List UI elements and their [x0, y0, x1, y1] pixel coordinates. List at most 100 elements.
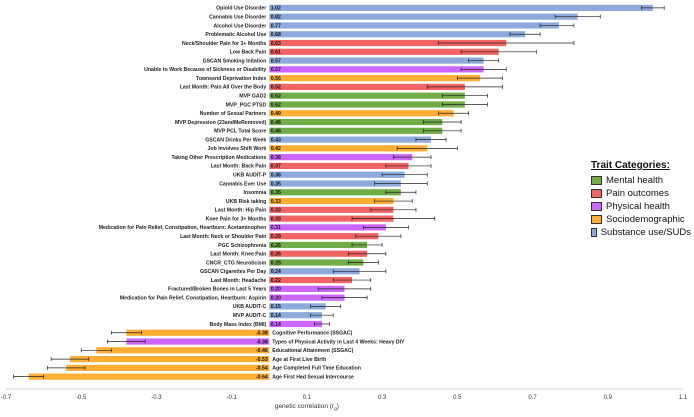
- bar: [269, 276, 353, 284]
- x-axis-title-tail: ): [337, 403, 339, 410]
- error-bar: [641, 5, 665, 10]
- error-bar: [438, 111, 469, 116]
- value-label: 0.52: [271, 85, 281, 91]
- x-tick-label: 0.1: [303, 395, 312, 401]
- value-label: 0.46: [271, 120, 281, 126]
- errorbar-layer: [13, 5, 665, 379]
- label-layer: Opioid Use Disorder 1.02 Cannabis Use Diso…: [99, 6, 405, 381]
- trait-label: Townsend Deprivation Index: [196, 76, 266, 82]
- value-label: 0.33: [271, 199, 281, 205]
- error-bar: [374, 181, 428, 186]
- bar: [269, 303, 326, 310]
- trait-label: Medication for Pain Relief, Constipation…: [120, 295, 267, 301]
- error-bar: [347, 251, 387, 256]
- trait-label: Unable to Work Because of Sickness or Di…: [144, 67, 266, 73]
- x-tick-label: -0.3: [151, 395, 162, 401]
- value-label: 0.42: [271, 146, 281, 152]
- bar: [269, 66, 484, 73]
- bars-layer: [28, 4, 653, 380]
- value-label: 0.56: [271, 76, 281, 82]
- trait-label: PGC Schizophrenia: [218, 243, 266, 249]
- error-bar: [310, 313, 334, 318]
- bar: [269, 162, 409, 170]
- bar: [269, 136, 432, 143]
- value-label: 0.52: [271, 93, 281, 99]
- trait-label: UKB AUDIT-P: [233, 173, 267, 179]
- legend-label: Mental health: [606, 175, 664, 186]
- value-label: 0.15: [271, 304, 281, 310]
- bar: [269, 312, 322, 319]
- bar: [28, 373, 270, 380]
- value-label: 0.57: [271, 67, 281, 73]
- error-bar: [385, 163, 432, 168]
- legend-label: Sociodemographic: [606, 214, 685, 225]
- trait-label: MVP_PGC PTSD: [226, 102, 267, 108]
- value-label: -0.54: [256, 366, 268, 372]
- value-label: 0.24: [271, 269, 281, 275]
- x-tick-label: -0.7: [1, 395, 12, 401]
- legend-label: Substance use/SUDs: [600, 227, 691, 238]
- value-label: -0.38: [256, 339, 268, 345]
- bar: [269, 22, 559, 29]
- value-label: 0.63: [271, 41, 281, 47]
- error-bar: [423, 120, 462, 125]
- bar: [269, 39, 507, 47]
- x-tick-label: 0.3: [378, 395, 387, 401]
- bar: [126, 338, 270, 345]
- value-label: 0.35: [271, 190, 281, 196]
- error-bar: [317, 286, 372, 291]
- error-bar: [310, 304, 342, 309]
- trait-label: MVP GAD2: [239, 93, 266, 99]
- trait-label: Job Involves Shift Work: [208, 146, 267, 152]
- trait-label: Taking Other Prescription Medications: [172, 155, 267, 161]
- legend-item: Mental health: [591, 174, 691, 187]
- trait-label: Neck/Shoulder Pain for 3+ Months: [182, 41, 266, 47]
- error-bar: [415, 137, 447, 142]
- error-bar: [362, 225, 409, 230]
- legend-title: Trait Categories:: [591, 160, 670, 171]
- trait-label: Age Completed Full Time Education: [272, 366, 361, 372]
- trait-label: Alcohol Use Disorder: [214, 23, 267, 29]
- trait-label: Insomnia: [243, 190, 266, 196]
- trait-label: Types of Physical Activity in Last 4 Wee…: [272, 339, 405, 345]
- value-label: 0.43: [271, 137, 281, 143]
- bar: [66, 364, 270, 371]
- x-tick-label: 0.9: [604, 395, 613, 401]
- x-axis-title-sub: g: [334, 407, 337, 412]
- value-label: 0.49: [271, 111, 281, 117]
- value-label: 0.36: [271, 173, 281, 179]
- bar: [269, 75, 480, 82]
- trait-label: UKB AUDIT-C: [233, 304, 267, 310]
- error-bar: [347, 260, 379, 265]
- legend-item: Pain outcomes: [591, 187, 691, 200]
- bar: [269, 101, 465, 108]
- trait-label: Low Back Pain: [230, 50, 267, 56]
- trait-label: GSCAN Drinks Per Week: [205, 137, 266, 143]
- value-label: -0.38: [256, 331, 268, 337]
- x-tick-label: 1.1: [679, 395, 688, 401]
- x-axis-title: genetic correlation (rg): [275, 403, 339, 412]
- value-label: 0.38: [271, 155, 281, 161]
- error-bar: [351, 242, 383, 247]
- x-tick-label: -0.1: [226, 395, 237, 401]
- legend-label: Physical health: [606, 201, 670, 212]
- error-bar: [426, 84, 503, 89]
- error-bar: [332, 269, 387, 274]
- trait-label: Last Month: Headache: [211, 278, 266, 284]
- trait-label: Knee Pain for 3+ Months: [206, 216, 267, 222]
- value-label: 0.52: [271, 102, 281, 108]
- value-label: 0.26: [271, 252, 281, 258]
- error-bar: [393, 155, 432, 160]
- error-bar: [441, 102, 488, 107]
- value-label: 0.22: [271, 278, 281, 284]
- trait-label: Last Month: Neck or Shoulder Pain: [180, 234, 266, 240]
- trait-label: MVP PCL Total Score: [214, 129, 266, 135]
- trait-label: UKB Risk taking: [226, 199, 266, 205]
- value-label: 0.46: [271, 129, 281, 135]
- error-bar: [13, 374, 44, 379]
- error-bar: [509, 32, 541, 37]
- error-bar: [438, 41, 575, 46]
- value-label: 0.26: [271, 243, 281, 249]
- legend-item: Substance use/SUDs: [591, 226, 691, 239]
- legend-item: Physical health: [591, 200, 691, 213]
